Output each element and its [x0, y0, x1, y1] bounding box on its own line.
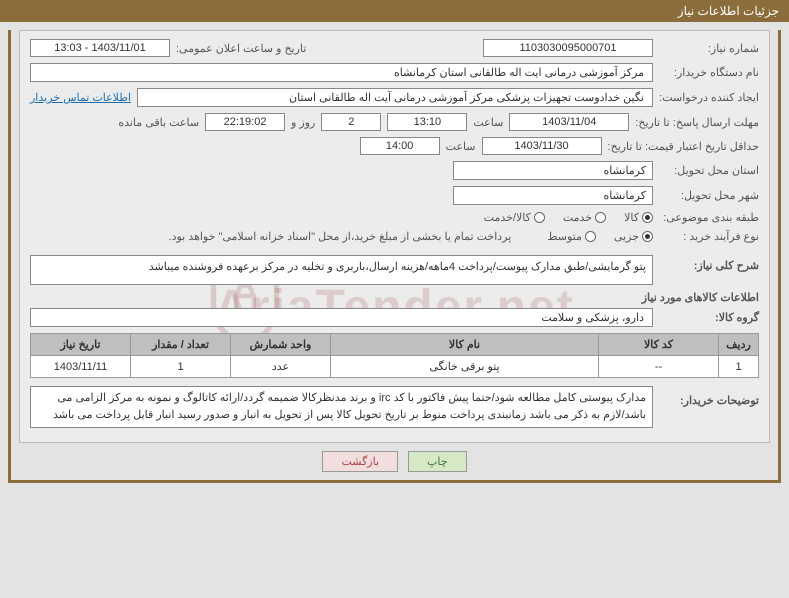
radio-medium[interactable]: متوسط	[547, 230, 596, 243]
radio-goods-label: کالا	[624, 211, 639, 224]
response-deadline-label: مهلت ارسال پاسخ: تا تاریخ:	[635, 116, 759, 129]
radio-goods[interactable]: کالا	[624, 211, 653, 224]
response-time-value: 13:10	[387, 113, 467, 131]
delivery-city-value: کرمانشاه	[453, 186, 653, 205]
cell-qty: 1	[131, 356, 231, 378]
purchase-type-label: نوع فرآیند خرید :	[659, 230, 759, 243]
col-goods-name: نام کالا	[331, 334, 599, 356]
remaining-label: ساعت باقی مانده	[118, 116, 199, 129]
response-date-value: 1403/11/04	[509, 113, 629, 131]
table-header-row: ردیف کد کالا نام کالا واحد شمارش تعداد /…	[31, 334, 759, 356]
buyer-notes-label: توضیحات خریدار:	[659, 386, 759, 407]
cell-goods-name: پتو برقی خانگی	[331, 356, 599, 378]
col-row-num: ردیف	[719, 334, 759, 356]
back-button[interactable]: بازگشت	[322, 451, 398, 472]
countdown-value: 22:19:02	[205, 113, 285, 131]
cell-goods-code: --	[599, 356, 719, 378]
radio-service-label: خدمت	[563, 211, 592, 224]
buyer-org-label: نام دستگاه خریدار:	[659, 66, 759, 79]
page-header: جزئیات اطلاعات نیاز	[0, 0, 789, 22]
buyer-org-value: مرکز آموزشی درمانی ایت اله طالقانی استان…	[30, 63, 653, 82]
radio-service[interactable]: خدمت	[563, 211, 606, 224]
radio-dot-icon	[595, 212, 606, 223]
cell-row-num: 1	[719, 356, 759, 378]
radio-goods-service-label: کالا/خدمت	[484, 211, 531, 224]
delivery-city-label: شهر محل تحویل:	[659, 189, 759, 202]
need-number-value: 1103030095000701	[483, 39, 653, 57]
goods-info-title: اطلاعات کالاهای مورد نیاز	[30, 291, 759, 304]
requester-value: نگین خدادوست تجهیزات پزشکی مرکز آموزشی د…	[137, 88, 653, 107]
time-label-1: ساعت	[473, 116, 503, 129]
requester-label: ایجاد کننده درخواست:	[659, 91, 759, 104]
radio-dot-icon	[642, 212, 653, 223]
days-count-value: 2	[321, 113, 381, 131]
radio-partial[interactable]: جزیی	[614, 230, 653, 243]
col-unit: واحد شمارش	[231, 334, 331, 356]
announce-datetime-value: 1403/11/01 - 13:03	[30, 39, 170, 57]
need-number-label: شماره نیاز:	[659, 42, 759, 55]
table-row: 1 -- پتو برقی خانگی عدد 1 1403/11/11	[31, 356, 759, 378]
cell-need-date: 1403/11/11	[31, 356, 131, 378]
cell-unit: عدد	[231, 356, 331, 378]
radio-partial-label: جزیی	[614, 230, 639, 243]
need-desc-label: شرح کلی نیاز:	[659, 255, 759, 272]
content-panel: شماره نیاز: 1103030095000701 تاریخ و ساع…	[19, 30, 770, 443]
category-label: طبقه بندی موضوعی:	[659, 211, 759, 224]
payment-note: پرداخت تمام یا بخشی از مبلغ خرید،از محل …	[169, 230, 512, 243]
time-label-2: ساعت	[446, 140, 476, 153]
page-title: جزئیات اطلاعات نیاز	[678, 4, 779, 18]
contact-buyer-link[interactable]: اطلاعات تماس خریدار	[30, 91, 131, 104]
delivery-province-label: استان محل تحویل:	[659, 164, 759, 177]
category-radio-group: کالا خدمت کالا/خدمت	[484, 211, 653, 224]
outer-frame: شماره نیاز: 1103030095000701 تاریخ و ساع…	[8, 30, 781, 483]
col-qty: تعداد / مقدار	[131, 334, 231, 356]
radio-dot-icon	[534, 212, 545, 223]
goods-group-label: گروه کالا:	[659, 311, 759, 324]
buyer-notes-value: مدارک پیوستی کامل مطالعه شود/حتما پیش فا…	[30, 386, 653, 428]
validity-time-value: 14:00	[360, 137, 440, 155]
need-desc-value: پتو گرمایشی/طبق مدارک پیوست/پرداخت 4ماهه…	[30, 255, 653, 285]
goods-group-value: دارو، پزشکی و سلامت	[30, 308, 653, 327]
validity-label: حداقل تاریخ اعتبار قیمت: تا تاریخ:	[608, 140, 759, 153]
col-goods-code: کد کالا	[599, 334, 719, 356]
radio-goods-service[interactable]: کالا/خدمت	[484, 211, 545, 224]
buttons-row: چاپ بازگشت	[11, 451, 778, 472]
days-and-label: روز و	[291, 116, 315, 129]
radio-dot-icon	[585, 231, 596, 242]
purchase-type-radio-group: جزیی متوسط	[547, 230, 653, 243]
print-button[interactable]: چاپ	[408, 451, 467, 472]
radio-medium-label: متوسط	[547, 230, 582, 243]
col-need-date: تاریخ نیاز	[31, 334, 131, 356]
delivery-province-value: کرمانشاه	[453, 161, 653, 180]
goods-table: ردیف کد کالا نام کالا واحد شمارش تعداد /…	[30, 333, 759, 378]
radio-dot-icon	[642, 231, 653, 242]
validity-date-value: 1403/11/30	[482, 137, 602, 155]
announce-datetime-label: تاریخ و ساعت اعلان عمومی:	[176, 42, 306, 55]
